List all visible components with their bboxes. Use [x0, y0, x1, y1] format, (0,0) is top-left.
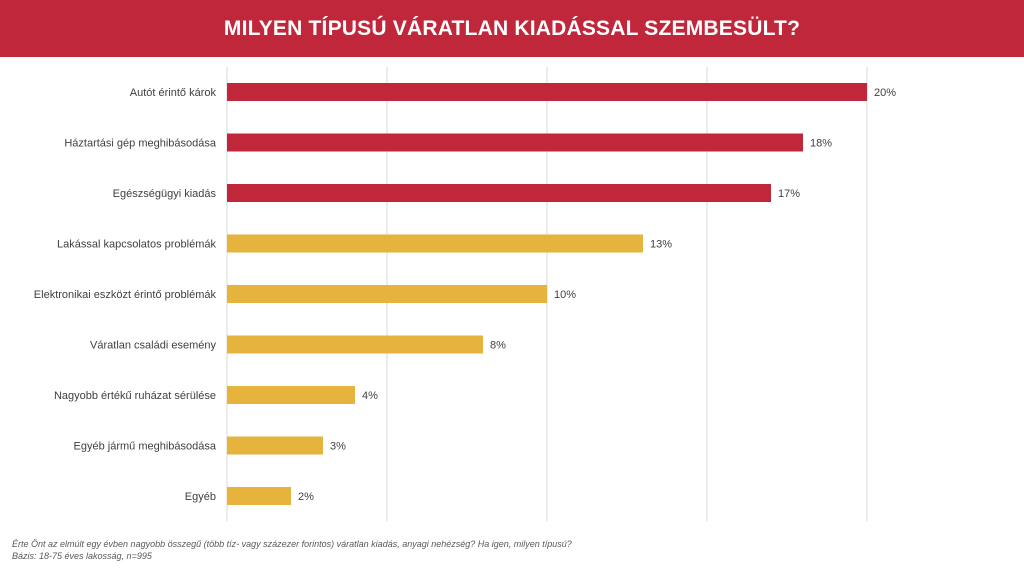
category-label: Lakással kapcsolatos problémák — [57, 239, 216, 251]
bar — [227, 184, 771, 202]
chart-title: MILYEN TÍPUSÚ VÁRATLAN KIADÁSSAL SZEMBES… — [223, 16, 801, 40]
chart-header: MILYEN TÍPUSÚ VÁRATLAN KIADÁSSAL SZEMBES… — [0, 0, 1024, 57]
bar — [227, 436, 323, 455]
data-label: 2% — [298, 491, 314, 503]
bar — [227, 83, 867, 101]
category-label: Háztartási gép meghibásodása — [64, 138, 217, 150]
footnote-question: Érte Önt az elmúlt egy évben nagyobb öss… — [12, 539, 572, 549]
data-label: 10% — [554, 289, 576, 301]
category-label: Egyéb — [185, 491, 216, 503]
bar-chart: Autót érintő károk 20% Háztartási gép megh… — [34, 67, 896, 521]
footnote: Érte Önt az elmúlt egy évben nagyobb öss… — [12, 538, 572, 562]
category-label: Váratlan családi esemény — [90, 340, 216, 352]
category-label: Egészségügyi kiadás — [113, 188, 217, 200]
footnote-base: Bázis: 18-75 éves lakosság, n=995 — [12, 551, 152, 561]
data-label: 8% — [490, 340, 506, 352]
category-label: Autót érintő károk — [130, 87, 217, 99]
data-label: 4% — [362, 390, 378, 402]
bar — [227, 285, 547, 303]
data-label: 20% — [874, 87, 896, 99]
bar — [227, 335, 483, 354]
category-label: Nagyobb értékű ruházat sérülése — [54, 390, 216, 402]
data-label: 13% — [650, 239, 672, 251]
category-label: Elektronikai eszközt érintő problémák — [34, 289, 217, 301]
data-label: 3% — [330, 441, 346, 453]
category-label: Egyéb jármű meghibásodása — [74, 441, 217, 453]
bar — [227, 386, 355, 404]
bar — [227, 234, 643, 253]
data-label: 17% — [778, 188, 800, 200]
bar — [227, 487, 291, 505]
data-label: 18% — [810, 138, 832, 150]
bar — [227, 133, 803, 152]
